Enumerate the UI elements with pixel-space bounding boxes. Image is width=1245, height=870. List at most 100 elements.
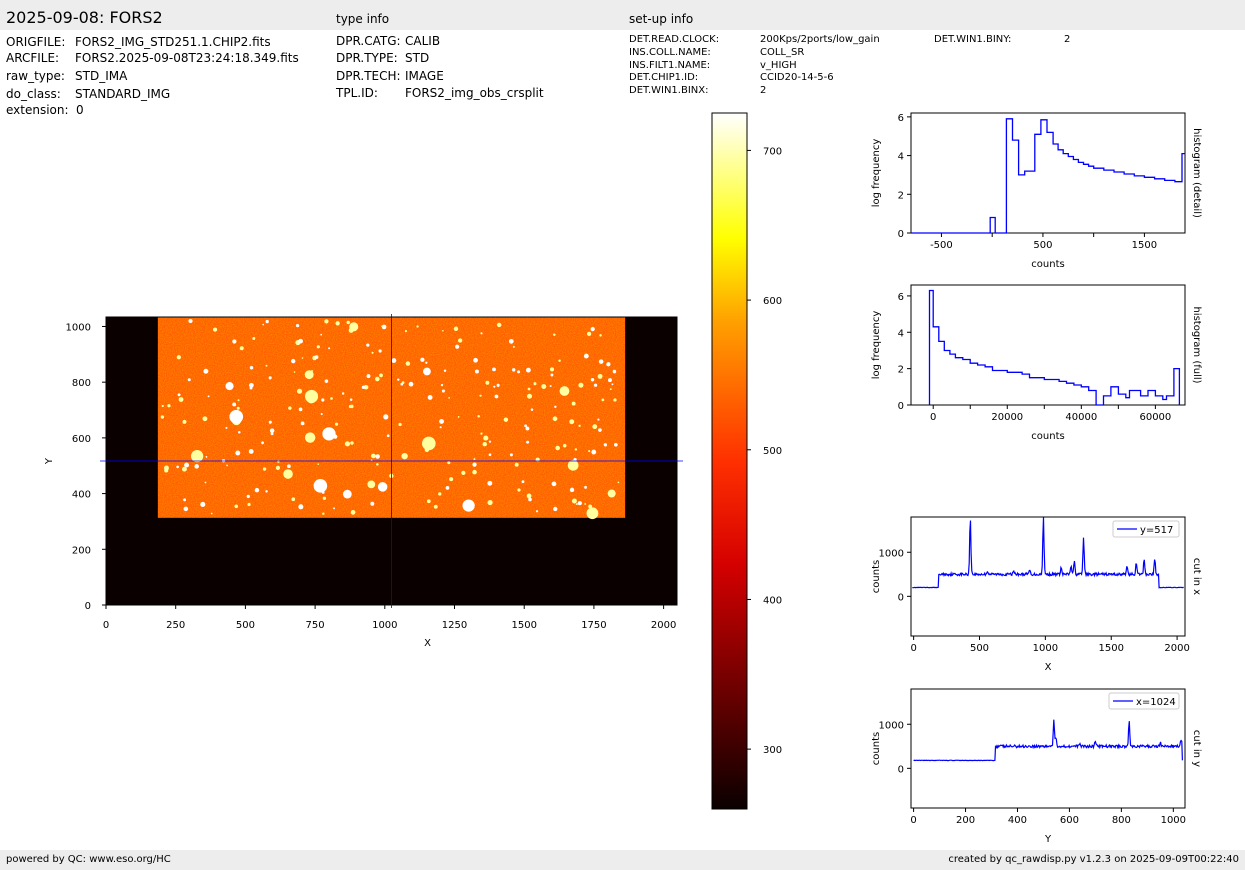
file-info-key: ARCFILE:	[6, 51, 60, 65]
star	[485, 380, 490, 385]
star	[229, 409, 244, 424]
star	[524, 424, 528, 428]
star	[322, 496, 327, 500]
file-info-value: STD_IMA	[75, 69, 128, 83]
side-label: cut in y	[1191, 730, 1202, 767]
star	[350, 510, 356, 515]
star	[235, 450, 241, 456]
footer-created-by: created by qc_rawdisp.py v1.2.3 on 2025-…	[948, 854, 1239, 865]
star	[553, 506, 558, 512]
star	[321, 490, 325, 494]
star	[573, 457, 577, 462]
star	[517, 370, 521, 374]
star	[321, 398, 325, 402]
star	[262, 323, 265, 326]
y-tick-label: 0	[898, 592, 904, 603]
star	[453, 326, 459, 332]
star	[527, 393, 533, 399]
type-info-heading: type info	[336, 12, 390, 26]
star	[427, 395, 433, 400]
x-tick-label: 1000	[1033, 643, 1058, 654]
colorbar: 300 400 500 600 700	[711, 112, 782, 810]
star	[488, 453, 492, 457]
x-tick-label: 1000	[372, 620, 397, 631]
star	[160, 415, 165, 419]
star	[317, 463, 320, 465]
cut-line	[913, 719, 1183, 762]
star	[472, 462, 477, 467]
star	[207, 395, 210, 398]
star	[383, 414, 389, 420]
y-tick-label: 6	[898, 292, 904, 303]
star	[554, 405, 557, 408]
x-tick-label: 500	[1033, 240, 1052, 251]
star	[462, 499, 475, 512]
star	[287, 464, 291, 469]
x-tick-label: 1250	[442, 620, 467, 631]
star	[265, 364, 268, 367]
star	[277, 460, 280, 463]
star	[553, 333, 556, 336]
star	[248, 449, 254, 454]
star	[578, 382, 584, 388]
y-axis-label: Y	[44, 457, 55, 465]
star	[205, 455, 208, 458]
x-tick-label: 600	[1060, 815, 1079, 826]
star	[448, 396, 451, 399]
star	[254, 487, 260, 493]
y-tick-label: 1000	[879, 548, 904, 559]
star	[492, 367, 496, 372]
file-info-value: FORS2.2025-09-08T23:24:18.349.fits	[75, 51, 299, 65]
star	[550, 367, 555, 372]
star	[549, 384, 552, 387]
star	[381, 324, 387, 330]
x-tick-label: 1500	[511, 620, 536, 631]
star	[598, 359, 604, 364]
star	[298, 407, 303, 412]
legend-label: y=517	[1140, 525, 1173, 536]
star	[593, 383, 598, 387]
star	[517, 488, 521, 492]
star	[563, 444, 567, 448]
star	[426, 499, 431, 504]
star	[188, 318, 193, 324]
star	[558, 359, 561, 362]
star	[269, 428, 275, 433]
star	[341, 392, 345, 395]
x-tick-label: 40000	[1065, 412, 1097, 423]
file-info-value: STANDARD_IMG	[75, 87, 171, 101]
legend-label: x=1024	[1136, 697, 1176, 708]
star	[474, 369, 479, 374]
star	[480, 332, 483, 335]
star	[176, 465, 179, 469]
star	[232, 339, 237, 344]
setup-info-value: COLL_SR	[760, 47, 805, 58]
star	[288, 406, 292, 410]
star	[583, 353, 589, 359]
star	[178, 397, 184, 402]
star	[574, 448, 578, 451]
setup-info-value: 200Kps/2ports/low_gain	[760, 34, 880, 45]
star	[535, 510, 539, 513]
histogram-line	[928, 289, 1181, 406]
star	[262, 467, 267, 471]
y-tick-label: 1000	[879, 720, 904, 731]
star	[611, 383, 614, 386]
star	[441, 389, 445, 393]
star	[439, 426, 442, 429]
star	[494, 394, 499, 399]
y-tick-label: 4	[898, 152, 904, 163]
x-tick-label: 60000	[1139, 412, 1171, 423]
star	[584, 503, 587, 505]
star	[391, 358, 397, 364]
star	[275, 465, 281, 471]
star	[320, 333, 323, 336]
star	[301, 357, 304, 359]
star	[597, 373, 603, 379]
star	[376, 463, 379, 466]
x-tick-label: 250	[166, 620, 185, 631]
setup-info-value: 2	[760, 85, 767, 96]
y-tick-label: 200	[72, 545, 91, 556]
star	[525, 426, 530, 431]
star	[386, 434, 390, 438]
